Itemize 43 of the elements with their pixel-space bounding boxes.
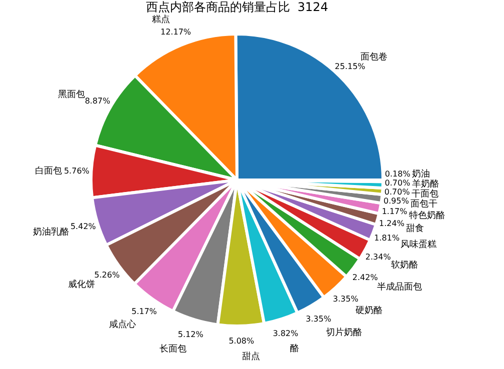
slice-label: 羊奶酪: [412, 178, 440, 190]
data-label: 3.35%: [332, 294, 359, 304]
slice-label: 奶油乳酪: [33, 226, 70, 238]
slice-label: 酪: [290, 343, 299, 354]
data-label: 1.17%: [382, 207, 408, 216]
data-label: 0.18%: [384, 170, 411, 179]
slice-label: 咸点心: [108, 318, 136, 330]
data-label: 3.35%: [306, 314, 332, 324]
data-label: 1.24%: [379, 219, 405, 228]
data-label: 5.08%: [228, 336, 255, 346]
data-label: 5.17%: [131, 307, 158, 316]
slice-label: 干面包: [412, 188, 439, 200]
slice-label: 风味蛋糕: [400, 238, 437, 250]
slice-label: 糕点: [152, 14, 170, 26]
data-label: 25.15%: [334, 62, 366, 71]
slice-label: 切片奶酪: [326, 326, 362, 338]
data-label: 8.87%: [84, 96, 111, 106]
slice-label: 面包干: [410, 198, 438, 210]
slice-label: 硬奶酪: [355, 305, 382, 316]
data-label: 1.81%: [374, 234, 400, 243]
slice-label: 半成品面包: [376, 282, 422, 293]
slice-label: 特色奶酪: [408, 210, 445, 222]
data-label: 0.70%: [384, 188, 410, 197]
data-label: 2.42%: [352, 272, 378, 282]
data-label: 3.82%: [272, 329, 299, 338]
data-label: 5.76%: [64, 166, 90, 176]
chart-title: 西点内部各商品的销量占比 3124: [146, 0, 328, 14]
data-label: 5.26%: [94, 270, 120, 280]
slice-label: 长面包: [159, 344, 186, 355]
slice-label: 面包卷: [360, 52, 388, 63]
slice-label: 甜点: [242, 351, 260, 362]
data-label: 12.17%: [160, 28, 192, 37]
data-label: 2.34%: [365, 252, 392, 262]
data-label: 0.95%: [384, 196, 410, 206]
data-label: 5.42%: [70, 222, 96, 232]
slice-label: 黑面包: [58, 89, 85, 100]
slice-label: 白面包: [35, 166, 62, 177]
data-label: 0.70%: [384, 178, 411, 188]
slice-label: 软奶酪: [390, 260, 418, 271]
slice-label: 甜食: [406, 222, 424, 234]
data-label: 5.12%: [178, 330, 204, 339]
slice-label: 奶油: [412, 168, 430, 180]
slice-label: 威化饼: [68, 278, 96, 290]
